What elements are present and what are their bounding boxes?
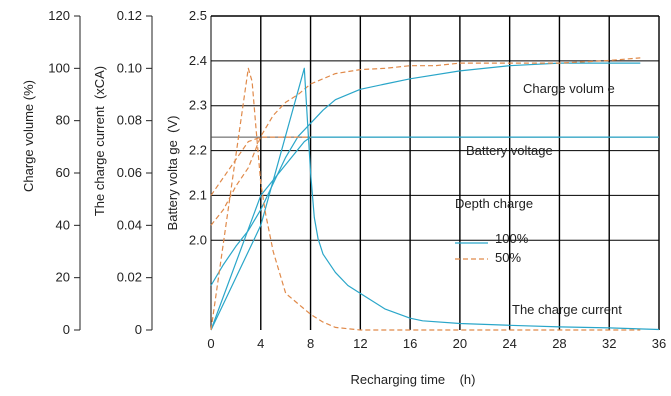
x-tick-label: 28: [552, 336, 566, 351]
legend: 100% 50%: [455, 231, 529, 265]
battery-voltage-tick-label: 2.2: [189, 143, 207, 158]
battery-voltage-tick-label: 2.5: [189, 8, 207, 23]
x-tick-label: 16: [403, 336, 417, 351]
charge-volume-tick-label: 0: [63, 322, 70, 337]
battery-voltage-tick-label: 2.4: [189, 53, 207, 68]
charge-current-tick-label: 0: [135, 322, 142, 337]
battery-voltage-tick-label: 2.0: [189, 232, 207, 247]
annotation-depth-charge: Depth charge: [455, 196, 533, 211]
y-axis-label-charge-current: The charge current (xCA): [92, 66, 107, 216]
y-axis-label-battery-voltage: Battery volta ge (V): [165, 116, 180, 231]
charge-volume-tick-label: 60: [56, 165, 70, 180]
x-tick-label: 24: [502, 336, 516, 351]
legend-label-100: 100%: [495, 231, 529, 246]
series-line-battery-voltage-100: [210, 136, 659, 331]
charge-current-tick-label: 0.10: [117, 60, 142, 75]
x-tick-label: 12: [353, 336, 367, 351]
x-tick-label: 8: [307, 336, 314, 351]
charge-current-tick-label: 0.02: [117, 270, 142, 285]
series-line-charge-current-50: [210, 67, 641, 331]
charge-volume-tick-label: 80: [56, 113, 70, 128]
x-tick-label: 32: [602, 336, 616, 351]
x-tick-label: 0: [207, 336, 214, 351]
annotation-charge-volume: Charge volum e: [523, 81, 615, 96]
chart-series: [210, 57, 660, 331]
annotation-charge-current: The charge current: [512, 302, 622, 317]
charge-volume-tick-label: 20: [56, 270, 70, 285]
charge-volume-tick-label: 100: [48, 60, 70, 75]
series-line-charge-volume-50: [210, 57, 641, 226]
series-line-charge-current-100: [210, 67, 660, 331]
charge-volume-tick-label: 40: [56, 217, 70, 232]
charge-volume-tick-label: 120: [48, 8, 70, 23]
y-axis-label-charge-volume: Charge volume (%): [21, 80, 36, 192]
charge-current-tick-label: 0.04: [117, 217, 142, 232]
legend-label-50: 50%: [495, 250, 521, 265]
x-axis-label: Recharging time (h): [351, 372, 476, 387]
battery-voltage-tick-label: 2.3: [189, 98, 207, 113]
annotation-battery-voltage: Battery voltage: [466, 143, 553, 158]
battery-voltage-tick-label: 2.1: [189, 187, 207, 202]
charge-current-tick-label: 0.06: [117, 165, 142, 180]
series-line-battery-voltage-50: [210, 136, 311, 196]
x-tick-label: 20: [453, 336, 467, 351]
chart-axes: 0 4 8 12 16 20 24 28 32 36 0 20 40 60 80 100 120 0 0.02 0.0…: [48, 8, 666, 351]
x-tick-label: 4: [257, 336, 264, 351]
x-tick-label: 36: [652, 336, 666, 351]
charge-current-tick-label: 0.08: [117, 113, 142, 128]
charge-current-tick-label: 0.12: [117, 8, 142, 23]
